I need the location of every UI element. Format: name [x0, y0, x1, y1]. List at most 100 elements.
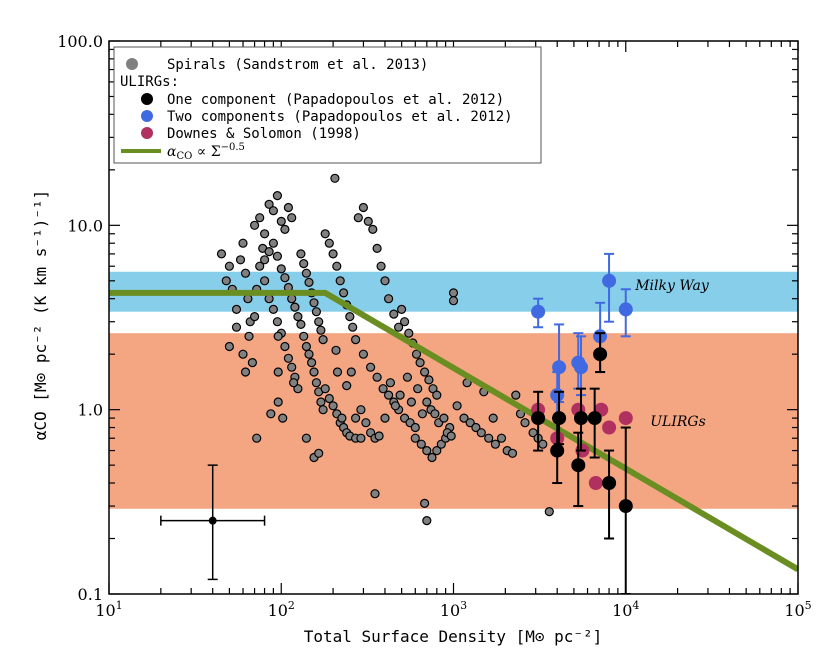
legend-marker-spirals [126, 58, 138, 70]
legend-label-two-components: Two components (Papadopoulos et al. 2012… [167, 109, 513, 125]
spiral-point [417, 409, 427, 419]
spiral-point [216, 249, 227, 259]
x-axis-label: Total Surface Density [M⊙ pc⁻²] [304, 627, 603, 646]
spiral-point [273, 331, 283, 341]
spiral-point [410, 422, 420, 433]
legend-label-spirals: Spirals (Sandstrom et al. 2013) [167, 57, 428, 73]
one-component-point [552, 411, 567, 426]
spiral-point [296, 319, 306, 329]
spiral-point [260, 255, 270, 265]
spiral-point [394, 322, 404, 332]
spiral-point [238, 238, 248, 248]
spiral-point [280, 273, 290, 283]
spiral-point [255, 213, 265, 223]
spiral-point [221, 276, 231, 286]
spiral-point [376, 261, 386, 271]
spiral-point [311, 378, 321, 388]
spiral-point [424, 375, 434, 385]
band-label-ulirgs: ULIRGs [650, 414, 706, 430]
spiral-point [432, 390, 442, 400]
spiral-point [268, 206, 278, 216]
one-component-point [531, 411, 546, 426]
spiral-point [283, 202, 293, 213]
spiral-point [389, 309, 399, 319]
spiral-point [372, 372, 382, 382]
spiral-point [250, 220, 260, 230]
spiral-point [272, 191, 282, 201]
two-component-point [552, 360, 567, 375]
spiral-point [266, 409, 276, 419]
band-ulirgs [109, 333, 798, 509]
bands-layer [109, 271, 798, 509]
spiral-point [290, 302, 300, 312]
spiral-point [346, 367, 356, 377]
spiral-point [260, 276, 270, 286]
spiral-point [488, 413, 498, 423]
spiral-point [420, 367, 430, 377]
spiral-point [252, 433, 262, 443]
x-tick-label: 104 [612, 599, 639, 620]
spiral-point [544, 507, 554, 517]
spiral-point [235, 255, 246, 265]
spiral-point [496, 433, 507, 443]
y-tick-labels: 0.1 1.0 10.0 100.0 [57, 32, 103, 604]
spiral-point [410, 433, 420, 443]
spiral-point [374, 431, 384, 441]
spiral-point [309, 298, 319, 308]
legend-label-one-component: One component (Papadopoulos et al. 2012) [167, 92, 504, 108]
spiral-point [301, 268, 311, 278]
spiral-point [272, 251, 282, 261]
band-label-milky-way: Milky Way [634, 278, 710, 294]
spiral-point [301, 433, 311, 443]
one-component-point [550, 443, 565, 458]
spiral-point [413, 384, 423, 394]
spiral-point [250, 312, 260, 322]
one-component-point [587, 411, 602, 426]
one-component-point [618, 499, 633, 514]
x-tick-label: 102 [268, 599, 295, 620]
spiral-point [366, 362, 376, 372]
spiral-point [311, 307, 321, 317]
spiral-point [351, 335, 361, 345]
spiral-point [353, 213, 363, 223]
spiral-point [363, 216, 373, 226]
ulirg-series [531, 252, 633, 594]
spiral-point [224, 261, 234, 271]
downes-solomon-point [618, 411, 633, 426]
legend-box [113, 46, 542, 164]
spiral-point [224, 341, 234, 352]
spiral-point [378, 384, 388, 394]
spiral-point [238, 349, 248, 359]
spiral-point [422, 397, 432, 407]
spiral-point [358, 349, 368, 359]
band-labels: Milky Way ULIRGs [634, 278, 710, 430]
spiral-point [448, 288, 459, 298]
spiral-point [280, 224, 290, 234]
spiral-point [260, 229, 270, 239]
spiral-point [324, 238, 334, 248]
spiral-point [358, 202, 368, 213]
legend-label-fit-line: αCO ∝ Σ−0.5 [167, 142, 245, 162]
spiral-point [231, 304, 242, 314]
spiral-point [432, 446, 442, 456]
spiral-point [471, 422, 481, 433]
spiral-point [276, 264, 286, 274]
spiral-point [272, 317, 282, 327]
spiral-point [296, 249, 306, 259]
spiral-point [385, 378, 395, 388]
spiral-point [328, 401, 338, 411]
legend-marker-one-component [141, 93, 153, 105]
representative-error-bar [160, 464, 266, 581]
spiral-point [316, 397, 326, 407]
spiral-point [370, 489, 380, 499]
spiral-point [278, 413, 288, 423]
x-tick-label: 105 [784, 599, 811, 620]
spiral-point [320, 229, 330, 239]
spiral-point [264, 247, 274, 257]
spiral-point [314, 448, 324, 458]
downes-solomon-point [602, 420, 617, 435]
spiral-point [439, 413, 449, 423]
spiral-point [264, 199, 274, 209]
